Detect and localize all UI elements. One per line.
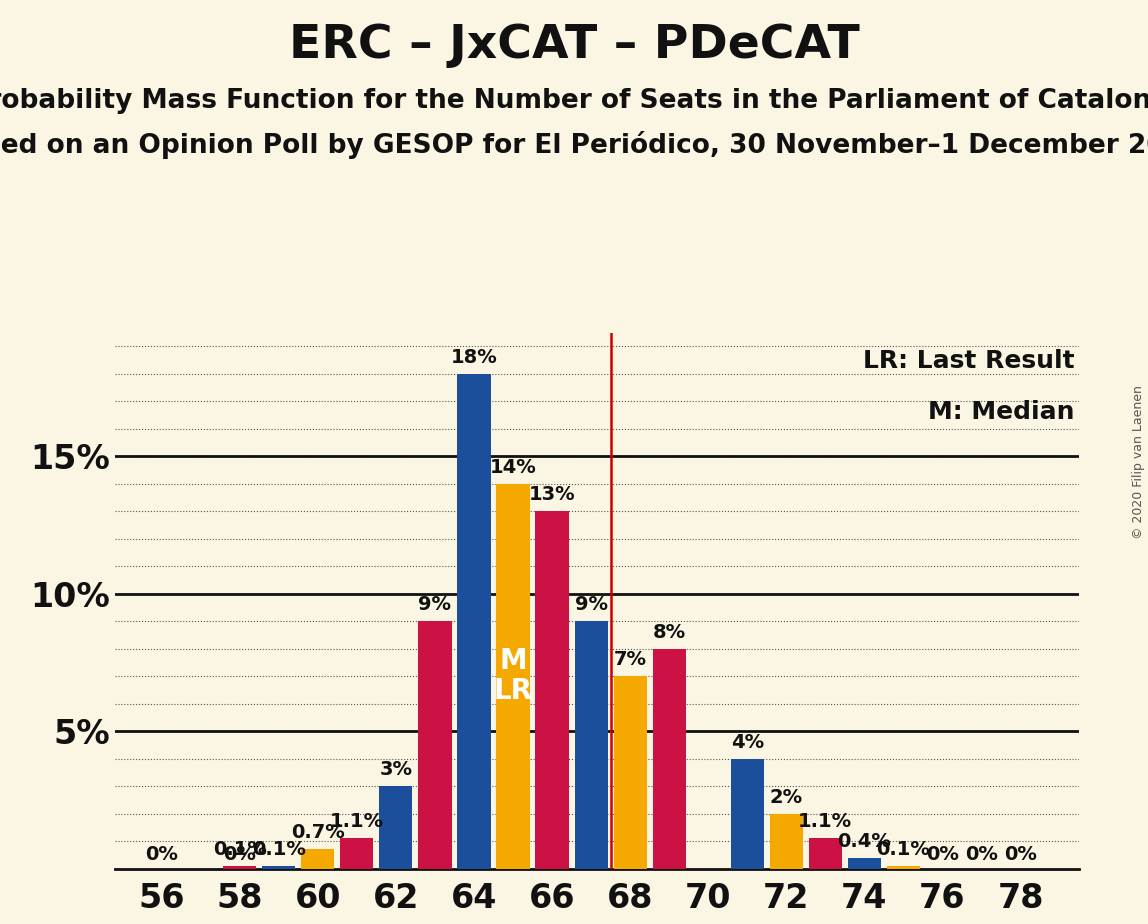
Bar bbox=[223, 866, 256, 869]
Text: 0%: 0% bbox=[145, 845, 178, 864]
Text: 7%: 7% bbox=[614, 650, 646, 669]
Bar bbox=[535, 511, 568, 869]
Bar bbox=[848, 857, 881, 869]
Text: ERC – JxCAT – PDeCAT: ERC – JxCAT – PDeCAT bbox=[288, 23, 860, 68]
Bar bbox=[262, 866, 295, 869]
Text: LR: Last Result: LR: Last Result bbox=[862, 348, 1075, 372]
Text: 9%: 9% bbox=[575, 595, 607, 614]
Bar bbox=[887, 866, 920, 869]
Text: 18%: 18% bbox=[451, 348, 497, 367]
Text: © 2020 Filip van Laenen: © 2020 Filip van Laenen bbox=[1132, 385, 1146, 539]
Text: 0.1%: 0.1% bbox=[212, 840, 266, 859]
Text: M
LR: M LR bbox=[494, 647, 533, 705]
Bar bbox=[808, 838, 841, 869]
Text: 1.1%: 1.1% bbox=[329, 812, 383, 832]
Text: M: Median: M: Median bbox=[928, 400, 1075, 423]
Text: Probability Mass Function for the Number of Seats in the Parliament of Catalonia: Probability Mass Function for the Number… bbox=[0, 88, 1148, 114]
Text: 0%: 0% bbox=[224, 845, 256, 864]
Text: 0.1%: 0.1% bbox=[251, 840, 305, 859]
Text: 0%: 0% bbox=[926, 845, 959, 864]
Text: 0.4%: 0.4% bbox=[837, 832, 891, 851]
Bar bbox=[301, 849, 334, 869]
Text: 4%: 4% bbox=[731, 733, 763, 752]
Text: Based on an Opinion Poll by GESOP for El Periódico, 30 November–1 December 2020: Based on an Opinion Poll by GESOP for El… bbox=[0, 131, 1148, 159]
Text: 2%: 2% bbox=[770, 788, 802, 807]
Bar bbox=[769, 814, 802, 869]
Text: 0.7%: 0.7% bbox=[290, 823, 344, 843]
Bar bbox=[379, 786, 412, 869]
Bar bbox=[457, 374, 490, 869]
Text: 8%: 8% bbox=[652, 623, 685, 642]
Bar bbox=[652, 649, 685, 869]
Bar bbox=[574, 621, 607, 869]
Bar bbox=[418, 621, 451, 869]
Text: 3%: 3% bbox=[379, 760, 412, 779]
Text: 14%: 14% bbox=[490, 458, 536, 477]
Bar bbox=[730, 759, 763, 869]
Text: 9%: 9% bbox=[418, 595, 451, 614]
Text: 0%: 0% bbox=[1004, 845, 1037, 864]
Text: 0%: 0% bbox=[965, 845, 998, 864]
Bar bbox=[340, 838, 373, 869]
Text: 1.1%: 1.1% bbox=[798, 812, 853, 832]
Text: 13%: 13% bbox=[529, 485, 575, 505]
Bar bbox=[613, 676, 646, 869]
Text: 0.1%: 0.1% bbox=[876, 840, 930, 859]
Bar bbox=[496, 484, 529, 869]
